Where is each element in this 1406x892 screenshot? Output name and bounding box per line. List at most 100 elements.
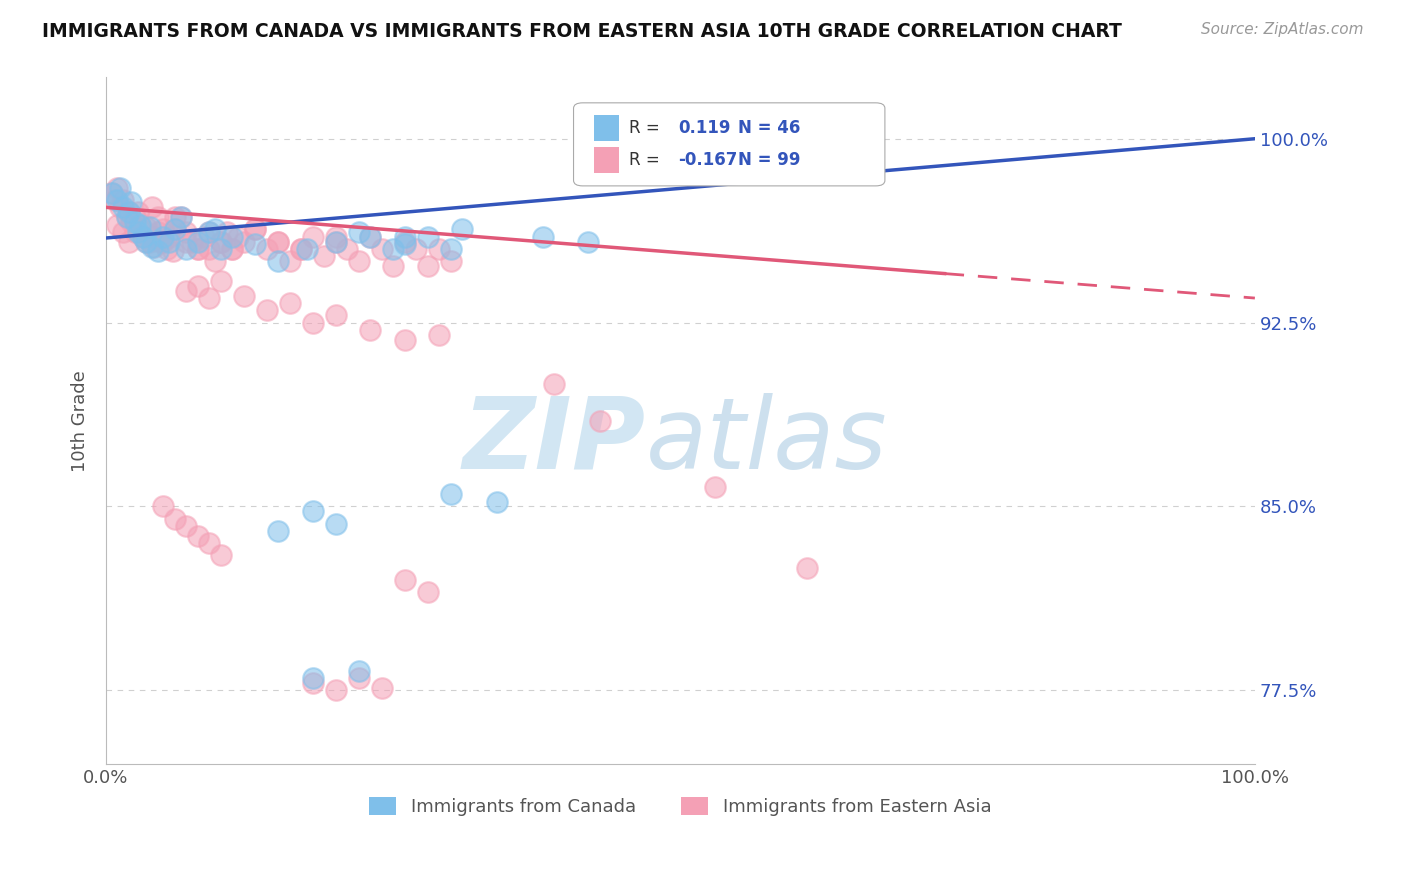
Point: [209, 235, 232, 249]
Point: [314, 249, 336, 263]
Point: [163, 222, 186, 236]
Point: [176, 284, 198, 298]
Point: [112, 225, 135, 239]
Point: [118, 205, 141, 219]
Point: [301, 229, 323, 244]
Point: [124, 215, 146, 229]
Point: [176, 225, 198, 239]
Point: [301, 676, 323, 690]
Point: [215, 225, 238, 239]
Point: [127, 205, 149, 219]
Point: [347, 225, 370, 239]
Point: [112, 193, 135, 207]
Point: [359, 229, 381, 244]
Point: [187, 242, 209, 256]
Text: atlas: atlas: [645, 392, 887, 490]
Text: N = 99: N = 99: [738, 151, 800, 169]
Point: [141, 229, 163, 244]
Point: [325, 308, 347, 322]
Point: [129, 218, 152, 232]
Point: [382, 242, 405, 256]
Legend: Immigrants from Canada, Immigrants from Eastern Asia: Immigrants from Canada, Immigrants from …: [363, 789, 998, 823]
Point: [290, 242, 312, 256]
Point: [204, 222, 226, 236]
Point: [416, 229, 439, 244]
Point: [256, 242, 278, 256]
Point: [416, 585, 439, 599]
Point: [301, 671, 323, 685]
Point: [232, 288, 254, 302]
Point: [152, 235, 174, 249]
Point: [105, 193, 128, 207]
Point: [152, 500, 174, 514]
Point: [105, 180, 128, 194]
Point: [209, 235, 232, 249]
Point: [347, 671, 370, 685]
Point: [118, 205, 141, 219]
Point: [245, 222, 267, 236]
Point: [405, 242, 427, 256]
Point: [141, 239, 163, 253]
Point: [267, 235, 290, 249]
Text: R =: R =: [628, 119, 665, 136]
Point: [138, 235, 160, 249]
Point: [198, 225, 221, 239]
Point: [198, 536, 221, 550]
Point: [416, 259, 439, 273]
Point: [115, 210, 138, 224]
Point: [198, 291, 221, 305]
FancyBboxPatch shape: [595, 147, 620, 173]
Point: [193, 229, 215, 244]
Point: [135, 235, 157, 249]
Point: [135, 219, 157, 234]
Point: [204, 254, 226, 268]
Point: [439, 487, 461, 501]
Point: [209, 549, 232, 563]
Point: [394, 237, 416, 252]
Point: [157, 229, 180, 244]
Text: 0.119: 0.119: [678, 119, 731, 136]
Point: [359, 323, 381, 337]
Point: [796, 560, 818, 574]
Point: [278, 254, 301, 268]
Point: [439, 254, 461, 268]
Point: [370, 242, 392, 256]
Text: Source: ZipAtlas.com: Source: ZipAtlas.com: [1201, 22, 1364, 37]
Point: [181, 235, 204, 249]
Point: [187, 278, 209, 293]
Point: [163, 511, 186, 525]
Point: [256, 303, 278, 318]
Point: [131, 229, 153, 244]
Point: [325, 235, 347, 249]
Point: [394, 229, 416, 244]
Point: [485, 494, 508, 508]
FancyBboxPatch shape: [574, 103, 884, 186]
Point: [325, 235, 347, 249]
Point: [129, 218, 152, 232]
Point: [146, 225, 169, 239]
Point: [187, 242, 209, 256]
Point: [359, 229, 381, 244]
Point: [143, 239, 166, 253]
Point: [176, 242, 198, 256]
Point: [394, 235, 416, 249]
Point: [115, 210, 138, 224]
Point: [245, 222, 267, 236]
Point: [301, 504, 323, 518]
Text: N = 46: N = 46: [738, 119, 800, 136]
Point: [138, 219, 160, 234]
Point: [578, 235, 600, 249]
Point: [104, 193, 127, 207]
Point: [370, 681, 392, 695]
Point: [267, 254, 290, 268]
Point: [543, 376, 565, 391]
Point: [120, 195, 142, 210]
FancyBboxPatch shape: [595, 114, 620, 141]
Point: [169, 210, 191, 224]
Point: [394, 333, 416, 347]
Point: [146, 244, 169, 259]
Point: [127, 225, 149, 239]
Point: [108, 200, 131, 214]
Point: [531, 229, 554, 244]
Y-axis label: 10th Grade: 10th Grade: [72, 370, 89, 472]
